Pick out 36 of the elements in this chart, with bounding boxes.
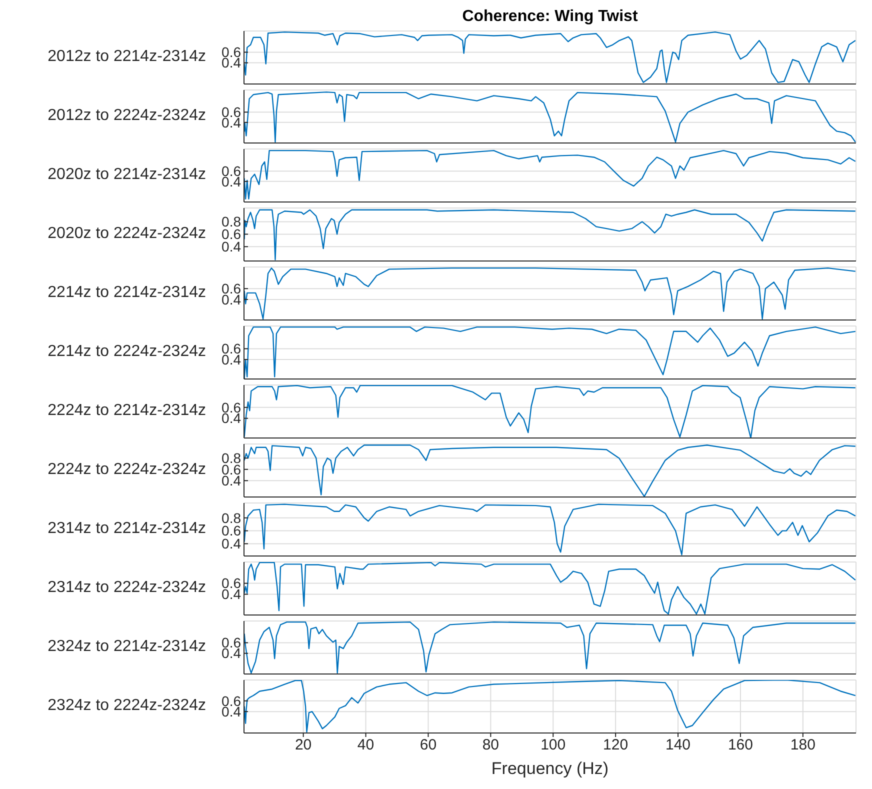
x-tick-label: 20 xyxy=(294,736,312,754)
line-series xyxy=(244,326,856,379)
x-axis-title: Frequency (Hz) xyxy=(490,759,610,779)
x-tick-label: 160 xyxy=(728,736,753,754)
y-axis-title: 2314z to 2224z-2324z xyxy=(46,578,206,598)
y-axis-title: 2324z to 2224z-2324z xyxy=(46,696,206,716)
x-tick-label: 180 xyxy=(790,736,816,754)
line-series xyxy=(244,31,856,84)
y-axis-title: 2224z to 2224z-2324z xyxy=(46,460,206,480)
line-series xyxy=(244,150,856,200)
line-series xyxy=(244,621,856,674)
x-tick-label: 140 xyxy=(666,736,691,754)
line-series xyxy=(244,680,856,733)
x-tick-label: 120 xyxy=(603,736,628,754)
line-series xyxy=(244,385,856,438)
line-series xyxy=(244,444,856,497)
chart-title: Coherence: Wing Twist xyxy=(461,8,639,27)
y-axis-title: 2214z to 2224z-2324z xyxy=(46,342,206,362)
y-axis-title: 2214z to 2214z-2314z xyxy=(46,282,206,302)
y-axis-title: 2020z to 2214z-2314z xyxy=(46,164,206,184)
line-series xyxy=(244,267,856,320)
y-axis-title: 2324z to 2214z-2314z xyxy=(46,636,206,656)
x-tick-label: 100 xyxy=(540,736,566,754)
x-tick-label: 80 xyxy=(482,736,500,754)
y-axis-title: 2314z to 2214z-2314z xyxy=(46,518,206,538)
x-tick-label: 40 xyxy=(357,736,374,754)
line-series xyxy=(244,209,856,260)
y-axis-title: 2012z to 2214z-2314z xyxy=(46,46,206,66)
y-axis-title: 2224z to 2214z-2314z xyxy=(46,400,206,420)
y-axis-title: 2012z to 2224z-2324z xyxy=(46,106,206,126)
x-tick-label: 60 xyxy=(420,736,437,754)
line-series xyxy=(244,562,856,615)
y-axis-title: 2020z to 2224z-2324z xyxy=(46,224,206,244)
y-tick-label: 0.8 xyxy=(222,450,242,466)
line-series xyxy=(244,504,856,556)
line-series xyxy=(244,91,856,143)
